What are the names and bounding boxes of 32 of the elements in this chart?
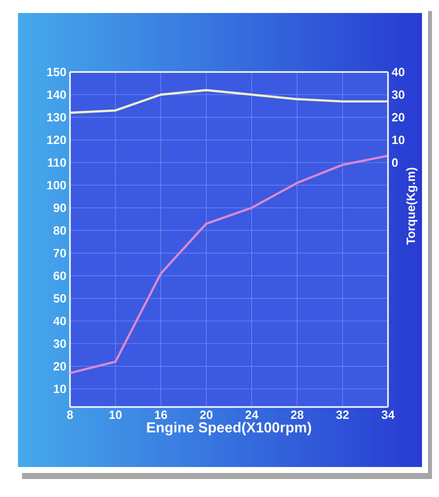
y2-tick-label: 20 [392, 113, 404, 122]
y2-axis-title: Torque(Kg.m) [406, 168, 418, 245]
x-tick-label: 32 [336, 410, 349, 420]
y-tick-label: 130 [47, 113, 66, 122]
y2-tick-label: 40 [392, 68, 404, 76]
y-tick-label: 140 [47, 90, 66, 99]
x-tick-label: 20 [200, 410, 212, 420]
x-tick-label: 34 [382, 410, 395, 420]
y-tick-label: 80 [53, 226, 66, 235]
y-tick-label: 70 [54, 248, 66, 258]
y-tick-label: 60 [54, 271, 66, 280]
x-tick-label: 16 [154, 410, 168, 420]
y-tick-label: 110 [48, 158, 66, 167]
x-tick-label: 28 [290, 410, 304, 420]
y-tick-label: 20 [54, 362, 66, 370]
y-tick-label: 40 [53, 316, 66, 326]
y2-tick-label: 0 [392, 158, 398, 167]
y-tick-label: 100 [47, 180, 66, 190]
y-tick-label: 90 [54, 204, 66, 212]
y-tick-label: 50 [53, 294, 66, 303]
line-series [70, 89, 388, 114]
x-axis-title: Engine Speed(X100rpm) [147, 422, 312, 436]
y2-tick-label: 10 [392, 136, 404, 144]
y-tick-label: 120 [47, 136, 66, 144]
x-tick-label: 10 [110, 410, 122, 420]
y-tick-label: 30 [53, 339, 66, 348]
y2-tick-label: 30 [392, 90, 404, 99]
y-tick-label: 10 [54, 384, 66, 394]
y-tick-label: 150 [47, 68, 66, 76]
x-tick-label: 8 [67, 410, 73, 420]
x-tick-label: 24 [245, 410, 258, 419]
line-series [70, 154, 388, 374]
